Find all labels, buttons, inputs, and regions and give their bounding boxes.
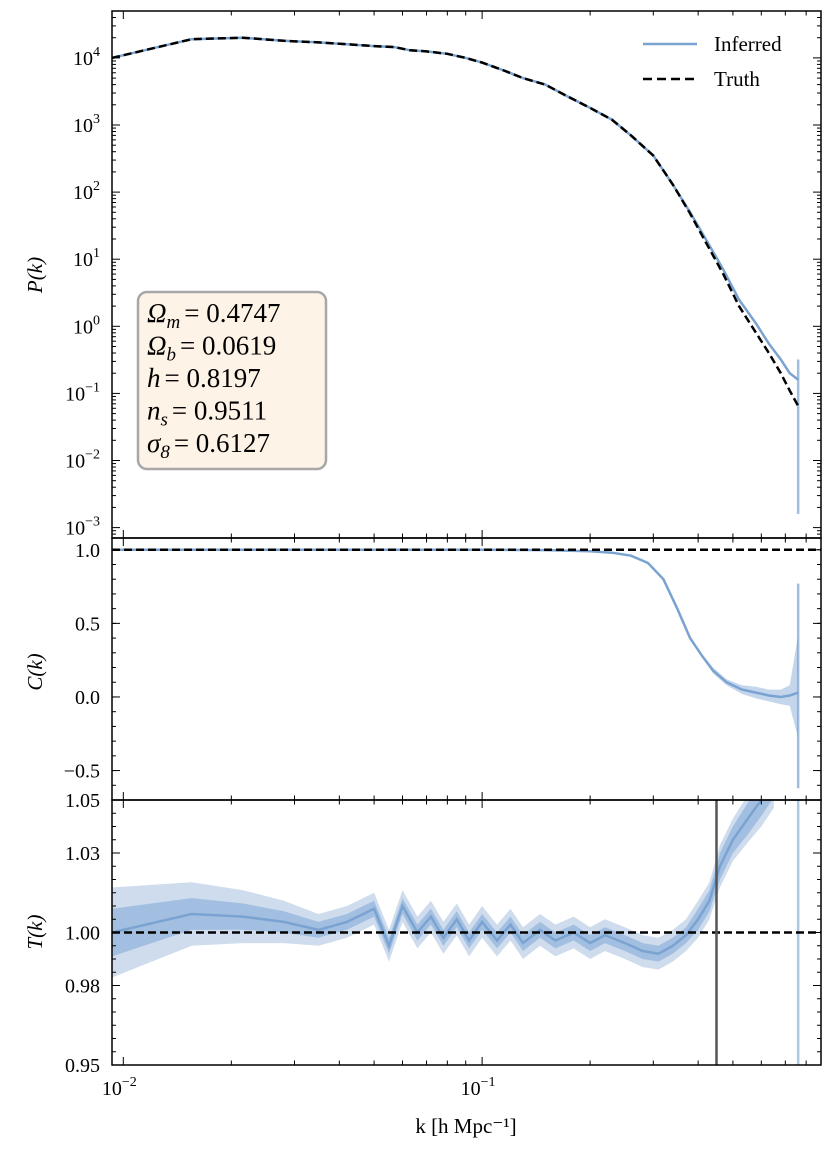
y-tick-label: 10−3 (65, 515, 100, 540)
y-tick-label: 104 (73, 45, 100, 70)
y-tick-label: 1.00 (65, 923, 100, 945)
correlation-line (112, 548, 799, 699)
y-tick-label: 0.0 (75, 687, 100, 709)
x-tick-label: 10−2 (102, 1075, 137, 1100)
power-spectrum-ylabel: P(k) (23, 257, 47, 294)
y-tick-label: 101 (73, 246, 100, 271)
correlation-panel: 1.0 0.5 0.0 −0.5 C(k) (23, 538, 821, 800)
parameter-box-background (136, 290, 328, 471)
y-tick-label: 103 (73, 112, 100, 137)
y-tick-label: 0.95 (65, 1055, 100, 1077)
transfer-ylabel: T(k) (23, 915, 47, 950)
y-tick-label: −0.5 (64, 761, 100, 783)
transfer-panel: 1.05 1.03 1.00 0.98 0.95 T(k) (23, 790, 821, 1077)
y-tick-label: 10−2 (65, 448, 100, 473)
parameter-line: h = 0.8197 (147, 363, 261, 393)
x-axis-label: k [h Mpc⁻¹] (415, 1114, 516, 1138)
legend-truth-label: Truth (714, 67, 760, 91)
transfer-frame (111, 799, 822, 1066)
correlation-ylabel: C(k) (23, 653, 47, 690)
inferred-line (112, 36, 799, 381)
y-tick-label: 100 (73, 313, 100, 338)
parameter-line: σ8 = 0.6127 (147, 428, 270, 463)
parameter-line: Ωb = 0.0619 (147, 331, 276, 366)
truth-line (112, 36, 800, 407)
y-tick-label: 0.5 (75, 613, 100, 635)
y-tick-label: 0.98 (65, 976, 100, 998)
legend: Inferred Truth (643, 32, 782, 91)
y-tick-label: 1.05 (65, 790, 100, 812)
y-tick-label: 1.0 (75, 540, 100, 562)
transfer-line (112, 800, 763, 956)
legend-inferred-label: Inferred (714, 32, 782, 56)
y-tick-label: 1.03 (65, 843, 100, 865)
x-tick-label: 10−1 (461, 1075, 496, 1100)
y-tick-label: 10−1 (65, 380, 100, 405)
parameter-line: ns = 0.9511 (147, 396, 267, 431)
y-tick-label: 102 (73, 179, 100, 204)
parameter-line: Ωm = 0.4747 (147, 298, 281, 333)
